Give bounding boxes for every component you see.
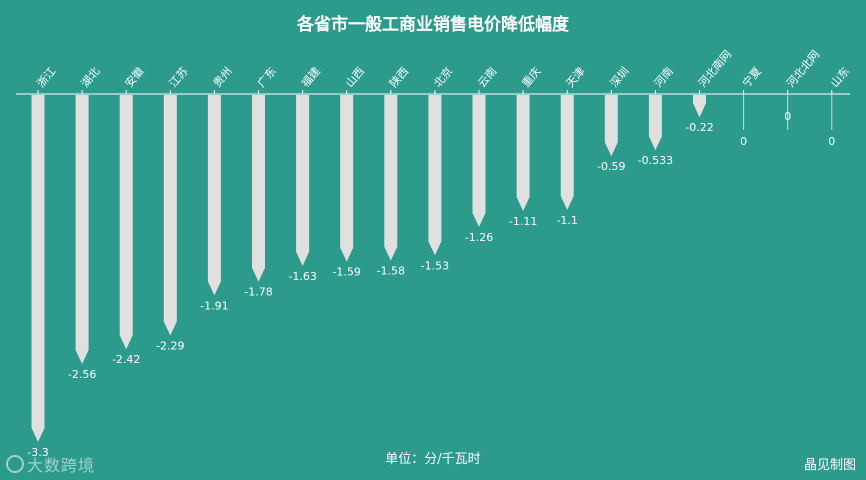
watermark: 大数跨境 — [6, 452, 95, 476]
value-label: -1.53 — [421, 259, 449, 272]
category-label: 江苏 — [167, 65, 191, 90]
category-label: 河北南网 — [696, 48, 734, 90]
chart-title: 各省市一般工商业销售电价降低幅度 — [297, 15, 569, 35]
value-label: -1.63 — [288, 270, 316, 283]
credit-label: 晶见制图 — [803, 458, 856, 473]
category-label: 河南 — [652, 65, 676, 90]
category-label: 福建 — [298, 64, 323, 90]
bar — [428, 95, 442, 256]
category-label: 山东 — [828, 65, 852, 90]
value-label: -2.42 — [112, 353, 140, 366]
bar — [252, 95, 265, 282]
value-label: -2.56 — [68, 368, 96, 381]
bar — [472, 95, 486, 227]
value-label: -1.26 — [465, 231, 493, 244]
bar — [560, 95, 574, 210]
value-label: -1.59 — [332, 266, 360, 279]
category-label: 北京 — [430, 64, 455, 90]
category-label: 浙江 — [34, 65, 58, 90]
bar — [119, 95, 133, 350]
category-label: 山西 — [343, 65, 367, 90]
bar — [604, 95, 618, 157]
unit-label: 单位：分/千瓦时 — [385, 452, 481, 467]
bar — [163, 95, 177, 336]
bar — [516, 95, 530, 212]
value-label: -0.22 — [685, 121, 713, 134]
value-label: -1.78 — [244, 286, 272, 299]
category-label: 河北北网 — [784, 48, 822, 90]
bar — [340, 95, 354, 262]
category-label: 天津 — [564, 65, 588, 90]
value-label: -3.3 — [27, 446, 48, 459]
bar — [207, 95, 221, 296]
category-label: 广东 — [255, 65, 279, 90]
bar — [384, 95, 398, 261]
value-label: -0.59 — [597, 160, 625, 173]
category-label: 云南 — [475, 65, 499, 90]
value-label: -1.91 — [200, 299, 228, 312]
category-label: 湖北 — [78, 65, 102, 90]
value-label: -1.11 — [509, 215, 537, 228]
value-label: -2.29 — [156, 339, 184, 352]
value-label: -0.533 — [638, 154, 673, 167]
category-label: 深圳 — [608, 65, 632, 90]
category-label: 陕西 — [386, 64, 411, 90]
category-label: 安徽 — [122, 64, 147, 90]
category-label: 宁夏 — [739, 64, 764, 90]
bar — [31, 95, 45, 442]
bar — [693, 95, 706, 118]
value-label: -1.58 — [377, 265, 405, 278]
category-label: 贵州 — [211, 65, 235, 90]
value-label: 0 — [784, 110, 791, 123]
value-label: 0 — [740, 135, 747, 148]
value-label: -1.1 — [556, 214, 577, 227]
bar — [648, 95, 662, 151]
value-label: 0 — [828, 135, 835, 148]
bar — [75, 95, 89, 364]
watermark-text: 大数跨境 — [27, 456, 96, 475]
bar — [296, 95, 310, 266]
category-label: 重庆 — [519, 64, 544, 90]
watermark-logo-icon — [6, 455, 24, 473]
